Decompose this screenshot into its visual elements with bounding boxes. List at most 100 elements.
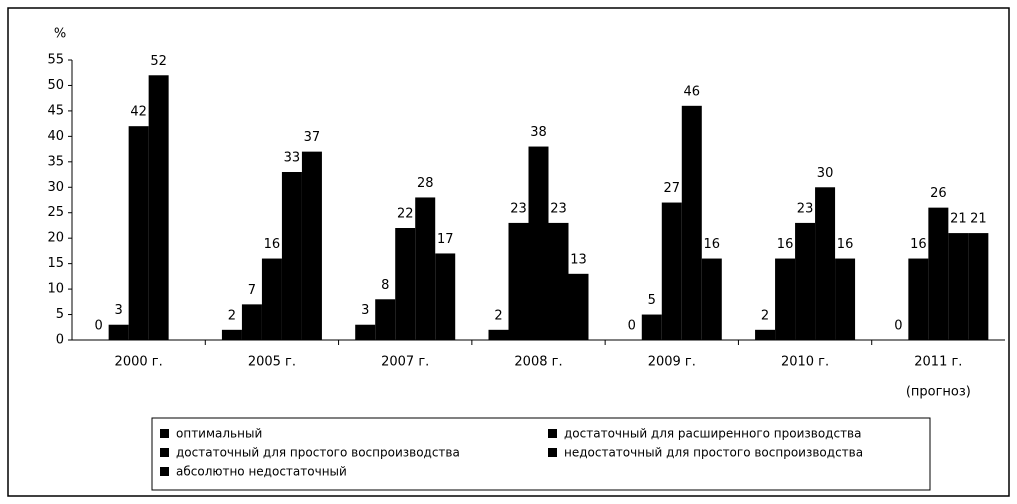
legend: оптимальный достаточный для расширенного … xyxy=(160,427,863,479)
legend-label: абсолютно недостаточный xyxy=(176,465,347,479)
value-label: 21 xyxy=(950,212,967,227)
bar xyxy=(908,258,929,340)
bar xyxy=(281,172,302,340)
legend-swatch xyxy=(160,448,169,457)
bar xyxy=(508,222,529,340)
bar xyxy=(948,233,969,340)
value-label: 37 xyxy=(304,130,321,145)
y-tick-label: 20 xyxy=(47,231,64,246)
value-label: 0 xyxy=(628,319,636,334)
y-axis-label: % xyxy=(54,27,66,42)
bar xyxy=(241,304,262,340)
y-tick-label: 30 xyxy=(47,180,64,195)
value-label: 28 xyxy=(417,176,434,191)
bar xyxy=(548,222,569,340)
value-label: 3 xyxy=(361,303,369,318)
y-tick-label: 10 xyxy=(47,282,64,297)
value-label: 16 xyxy=(777,237,794,252)
value-label: 0 xyxy=(95,319,103,334)
bar xyxy=(835,258,856,340)
bar xyxy=(528,146,549,340)
x-tick-label: 2005 г. xyxy=(248,355,296,370)
bar xyxy=(395,228,416,340)
legend-label: недостаточный для простого воспроизводст… xyxy=(564,446,863,460)
x-tick-label: 2008 г. xyxy=(514,355,562,370)
bar xyxy=(701,258,722,340)
y-tick-label: 0 xyxy=(56,333,64,348)
legend-box xyxy=(151,417,931,491)
bar xyxy=(128,126,149,340)
value-label: 8 xyxy=(381,278,389,293)
value-label: 17 xyxy=(437,232,454,247)
bar xyxy=(795,222,816,340)
bar xyxy=(755,329,776,340)
value-label: 2 xyxy=(761,308,769,323)
bar xyxy=(375,299,396,340)
value-label: 3 xyxy=(115,303,123,318)
x-tick-label: 2010 г. xyxy=(781,355,829,370)
bar xyxy=(261,258,282,340)
bar xyxy=(148,75,169,340)
x-tick-label: 2000 г. xyxy=(115,355,163,370)
value-label: 27 xyxy=(664,181,681,196)
value-label: 7 xyxy=(248,283,256,298)
value-label: 23 xyxy=(550,201,567,216)
bar xyxy=(415,197,436,340)
value-label: 16 xyxy=(837,237,854,252)
bar xyxy=(221,329,242,340)
value-label: 23 xyxy=(797,201,814,216)
legend-label: оптимальный xyxy=(176,427,262,441)
bar xyxy=(355,324,376,340)
value-label: 16 xyxy=(264,237,281,252)
legend-swatch xyxy=(160,467,169,476)
legend-label: достаточный для расширенного производств… xyxy=(564,427,862,441)
y-tick-label: 15 xyxy=(47,256,64,271)
y-tick-label: 5 xyxy=(56,307,64,322)
value-label: 16 xyxy=(704,237,721,252)
legend-swatch xyxy=(548,429,557,438)
y-tick-label: 50 xyxy=(47,78,64,93)
bar xyxy=(301,151,322,340)
value-label: 33 xyxy=(284,151,301,166)
bar xyxy=(488,329,509,340)
value-label: 42 xyxy=(130,105,147,120)
value-label: 30 xyxy=(817,166,834,181)
value-label: 23 xyxy=(510,201,527,216)
legend-swatch xyxy=(548,448,557,457)
bar xyxy=(435,253,456,340)
y-tick-label: 40 xyxy=(47,129,64,144)
value-label: 38 xyxy=(530,125,547,140)
bar xyxy=(775,258,796,340)
legend-swatch xyxy=(160,429,169,438)
frame xyxy=(7,7,1010,497)
value-label: 26 xyxy=(930,186,947,201)
legend-label: достаточный для простого воспроизводства xyxy=(176,446,460,460)
value-label: 22 xyxy=(397,207,414,222)
y-tick-label: 35 xyxy=(47,154,64,169)
value-label: 2 xyxy=(228,308,236,323)
bar xyxy=(968,233,989,340)
bar xyxy=(108,324,129,340)
bar xyxy=(815,187,836,340)
bar xyxy=(928,207,949,340)
value-label: 0 xyxy=(894,319,902,334)
y-tick-label: 45 xyxy=(47,103,64,118)
bar xyxy=(661,202,682,340)
bar xyxy=(641,314,662,340)
x-tick-note: (прогноз) xyxy=(906,385,971,400)
y-tick-label: 55 xyxy=(47,53,64,68)
x-tick-label: 2009 г. xyxy=(648,355,696,370)
x-tick-label: 2007 г. xyxy=(381,355,429,370)
value-label: 21 xyxy=(970,212,987,227)
y-tick-label: 25 xyxy=(47,205,64,220)
value-label: 46 xyxy=(684,84,701,99)
value-label: 52 xyxy=(150,54,167,69)
bar xyxy=(681,105,702,341)
value-label: 16 xyxy=(910,237,927,252)
value-label: 2 xyxy=(494,308,502,323)
x-tick-label: 2011 г. xyxy=(914,355,962,370)
value-label: 5 xyxy=(648,293,656,308)
value-label: 13 xyxy=(570,252,587,267)
bar xyxy=(568,273,589,340)
